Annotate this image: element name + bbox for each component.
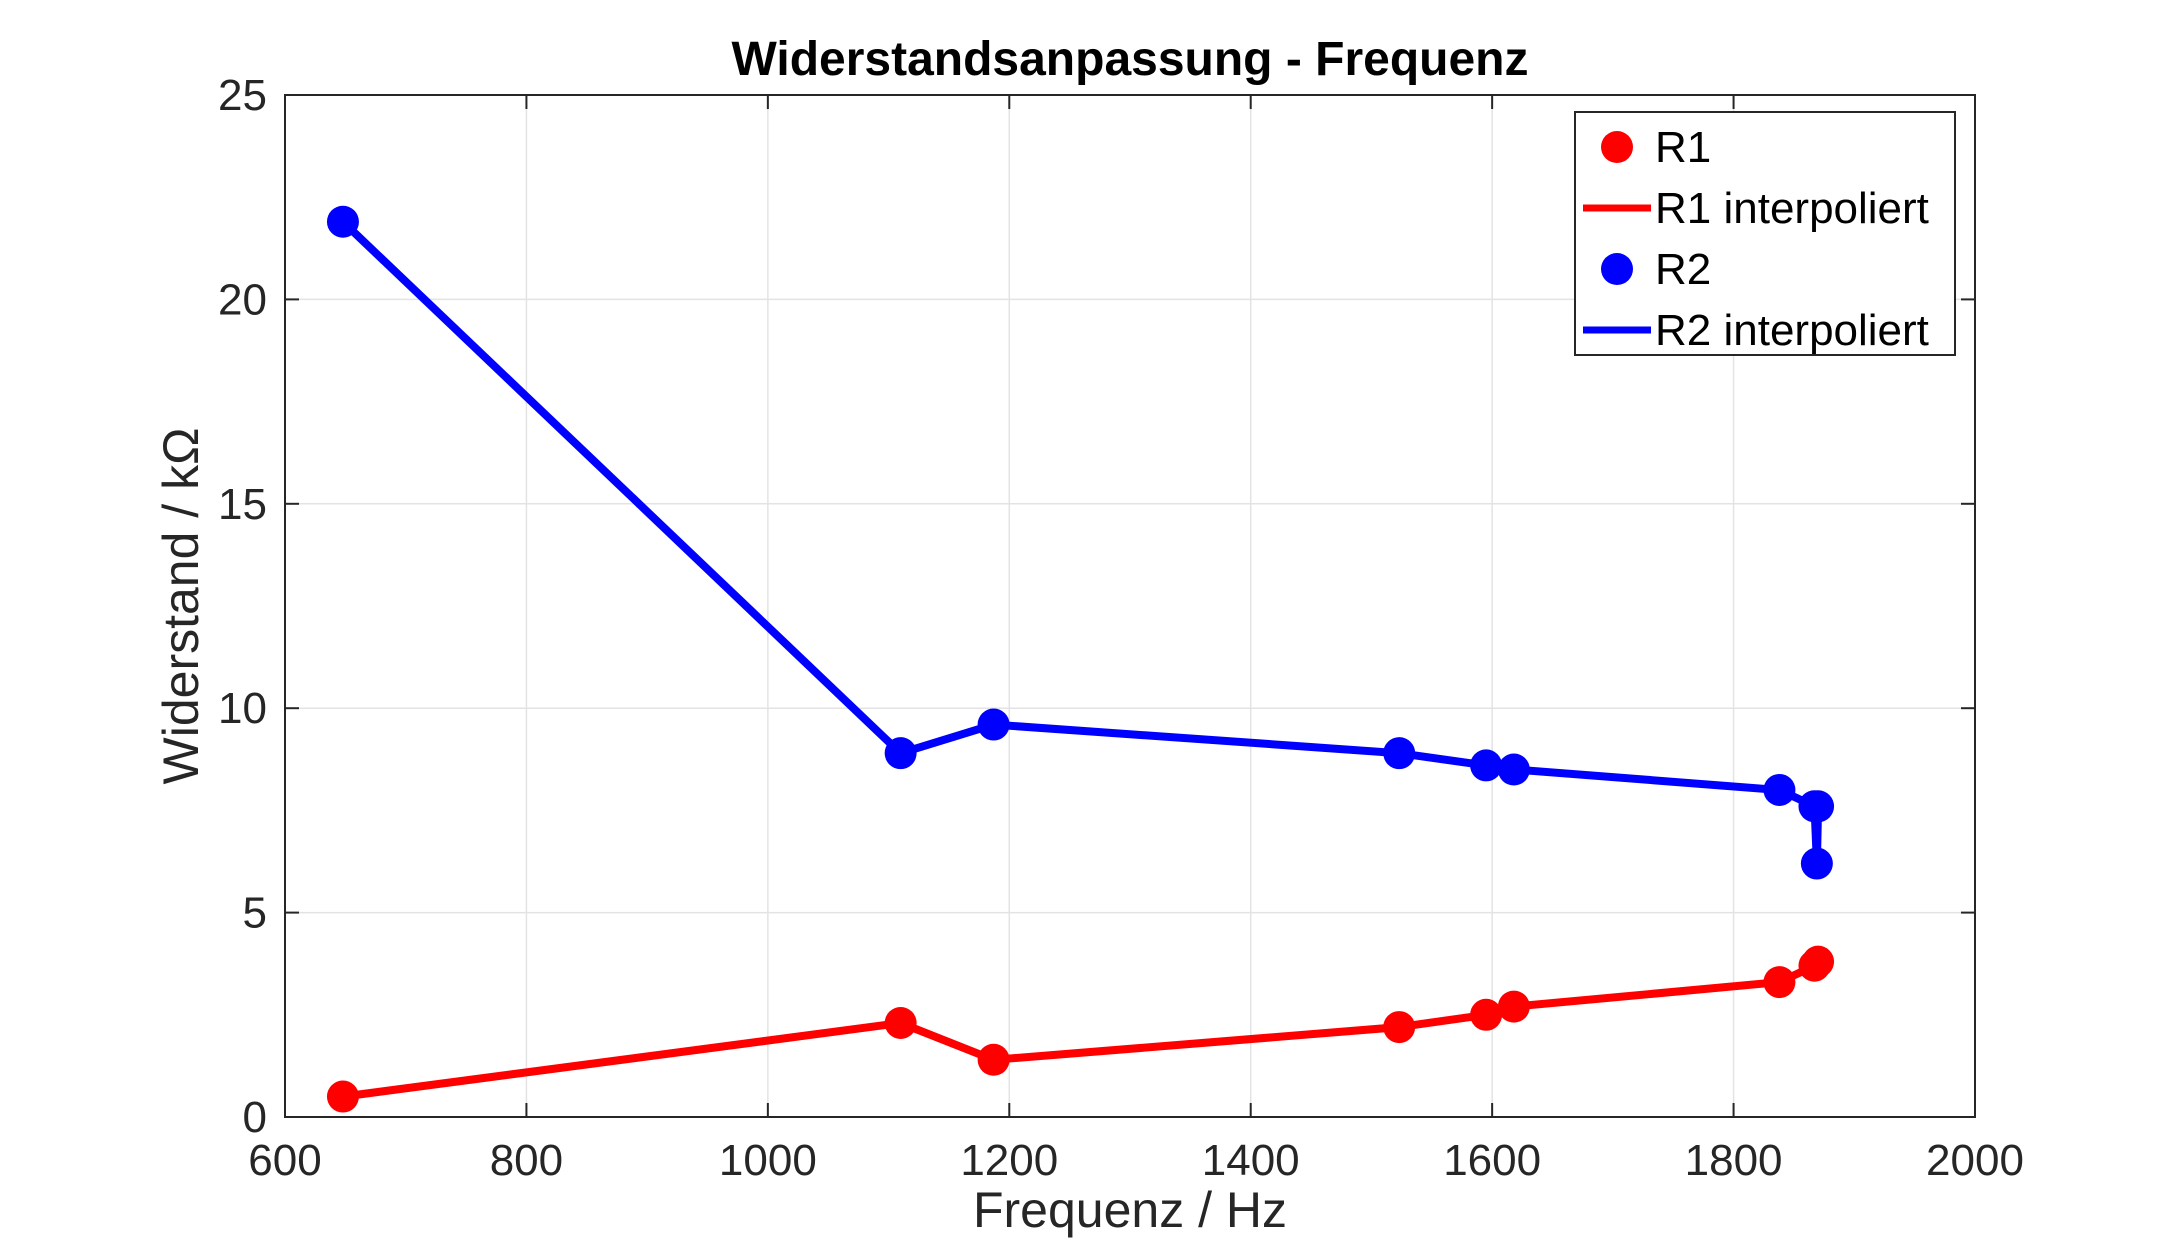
data-point-r1 [977, 1043, 1010, 1076]
x-tick-label: 1200 [960, 1136, 1058, 1185]
legend-marker-r1 [1601, 131, 1633, 163]
data-point-r2 [1497, 753, 1530, 786]
x-tick-label: 600 [248, 1136, 321, 1185]
x-tick-label: 800 [490, 1136, 563, 1185]
axis-ticks: 600 800 1000 1200 1400 1600 1800 2000 0 5 10 15 20 25 [218, 71, 2024, 1185]
data-point-r2 [1763, 773, 1796, 806]
series-line-r1-interpoliert [338, 957, 1823, 1101]
data-point-r2 [1800, 847, 1833, 880]
chart-title: Widerstandsanpassung - Frequenz [731, 33, 1528, 86]
data-point-r2 [1470, 749, 1503, 782]
y-tick-label: 25 [218, 71, 267, 120]
x-axis-label: Frequenz / Hz [973, 1182, 1287, 1238]
x-tick-label: 1600 [1443, 1136, 1541, 1185]
legend-label: R1 interpoliert [1655, 184, 1929, 233]
data-point-r2 [1383, 737, 1416, 770]
data-point-r1 [884, 1006, 917, 1039]
plot-frame [284, 94, 1976, 1118]
y-tick-label: 15 [218, 480, 267, 529]
legend-marker-r2 [1601, 253, 1633, 285]
x-tick-label: 1800 [1685, 1136, 1783, 1185]
data-point-r2 [326, 205, 359, 238]
y-tick-label: 0 [243, 1093, 267, 1142]
x-tick-label: 2000 [1926, 1136, 2024, 1185]
data-point-r2 [977, 708, 1010, 741]
legend: R1 R1 interpoliert R2 R2 interpoliert [1574, 111, 1956, 356]
data-point-r1 [1802, 945, 1835, 978]
y-tick-label: 20 [218, 275, 267, 324]
legend-label: R1 [1655, 123, 1711, 172]
data-point-r1 [1763, 966, 1796, 999]
y-axis-label: Widerstand / kΩ [153, 428, 209, 785]
x-tick-label: 1000 [719, 1136, 817, 1185]
y-tick-label: 5 [243, 889, 267, 938]
data-point-r1 [1497, 990, 1530, 1023]
legend-label: R2 [1655, 245, 1711, 294]
plot-series [326, 205, 1835, 1113]
y-tick-label: 10 [218, 684, 267, 733]
legend-box [1574, 111, 1956, 356]
data-point-r1 [326, 1080, 359, 1113]
data-point-r2 [884, 737, 917, 770]
legend-label: R2 interpoliert [1655, 306, 1929, 355]
data-point-r1 [1383, 1011, 1416, 1044]
data-point-r1 [1470, 998, 1503, 1031]
x-tick-label: 1400 [1202, 1136, 1300, 1185]
data-point-r2 [1802, 790, 1835, 823]
